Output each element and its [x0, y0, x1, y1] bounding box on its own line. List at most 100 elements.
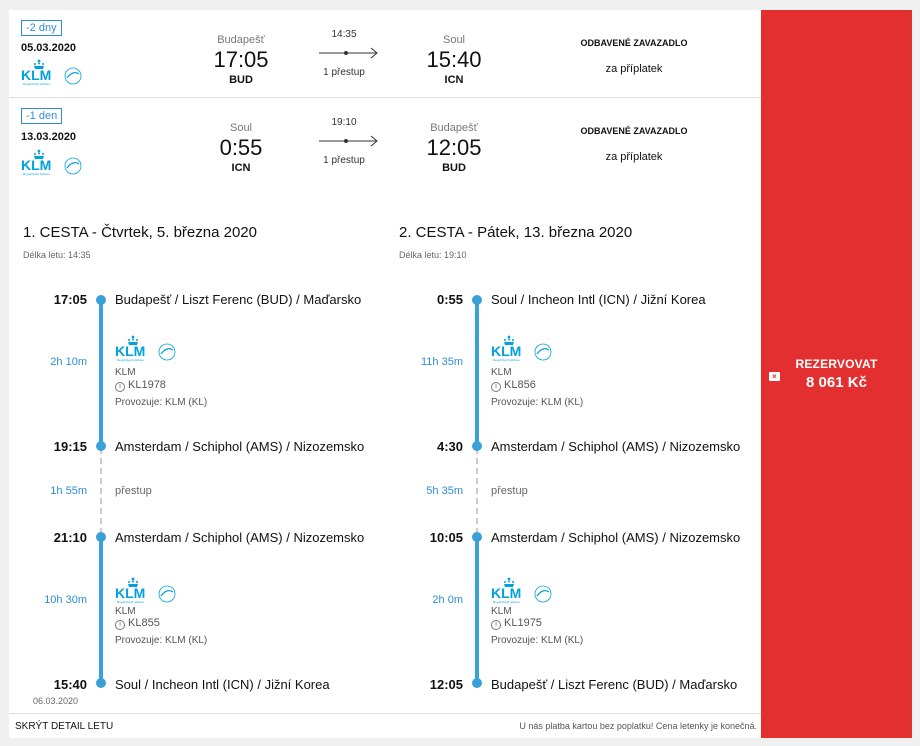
timeline-segment [99, 536, 103, 684]
stop-time: 21:10 [53, 530, 87, 545]
flight-number[interactable]: i KL1978 [115, 379, 166, 392]
book-button[interactable]: × REZERVOVAT 8 061 Kč [761, 10, 912, 738]
arrival-time: 15:40 [426, 47, 482, 72]
stop-place: Amsterdam / Schiphol (AMS) / Nizozemsko [115, 530, 365, 545]
leg-title: 2. CESTA - Pátek, 13. března 2020 [399, 224, 633, 241]
timeline-dot [96, 678, 106, 688]
book-price: 8 061 Kč [806, 374, 867, 391]
baggage-title: ODBAVENÉ ZAVAZADLO [580, 38, 688, 48]
flight-card: -2 dny 05.03.2020 KLM Royal Dutch Airlin… [9, 10, 912, 738]
klm-wordmark: KLM [115, 343, 145, 359]
to-code: ICN [444, 74, 464, 86]
operated-by: Provozuje: KLM (KL) [115, 635, 208, 646]
stop-place: Amsterdam / Schiphol (AMS) / Nizozemsko [491, 530, 741, 545]
stop-time: 15:40 [53, 677, 87, 692]
stop-time: 0:55 [436, 292, 463, 307]
route-arrow-icon [319, 47, 378, 59]
timeline-segment [99, 300, 103, 446]
flight-number-text: KL856 [504, 379, 536, 391]
flight-number-text: KL855 [128, 617, 160, 629]
klm-wordmark: KLM [115, 585, 145, 601]
operated-by: Provozuje: KLM (KL) [491, 635, 584, 646]
payment-note: U nás platba kartou bez poplatku! Cena l… [519, 721, 757, 731]
leg-duration: Délka letu: 19:10 [399, 250, 467, 260]
timeline-segment [475, 300, 479, 446]
klm-tagline: Royal Dutch Airlines [117, 600, 144, 604]
hide-detail-link[interactable]: SKRÝT DETAIL LETU [15, 721, 114, 732]
baggage-title: ODBAVENÉ ZAVAZADLO [580, 126, 688, 136]
timeline-dot [96, 441, 106, 451]
klm-tagline: Royal Dutch Airlines [23, 82, 50, 86]
transfer-label: přestup [491, 485, 528, 497]
stop-time: 4:30 [436, 439, 463, 454]
airline-name: KLM [491, 606, 512, 617]
transfer-label: přestup [115, 485, 152, 497]
timeline-transfer [100, 448, 102, 534]
transfer-duration: 5h 35m [426, 485, 463, 497]
to-city: Soul [442, 34, 466, 46]
day-tag: -1 den [21, 108, 63, 124]
to-city: Budapešť [430, 122, 478, 134]
arrival-date: 06.03.2020 [33, 696, 79, 706]
stop-place: Amsterdam / Schiphol (AMS) / Nizozemsko [115, 439, 365, 454]
segment-duration: 11h 35m [421, 356, 463, 368]
leg-detail-return: 2. CESTA - Pátek, 13. března 2020 Délka … [397, 222, 767, 702]
klm-wordmark: KLM [491, 343, 521, 359]
departure-time: 17:05 [213, 47, 269, 72]
klm-logo: KLM Royal Dutch Airlines [21, 59, 82, 86]
segment-duration: 2h 10m [50, 356, 87, 368]
klm-logo: KLM Royal Dutch Airlines [491, 577, 552, 604]
timeline-dot [472, 295, 482, 305]
card-footer: SKRÝT DETAIL LETU U nás platba kartou be… [9, 713, 761, 738]
summary-row-return: -1 den 13.03.2020 KLM Royal Dutch Airlin… [9, 98, 761, 186]
segment-duration: 2h 0m [432, 594, 463, 606]
route-arrow-icon [319, 135, 378, 147]
stop-place: Budapešť / Liszt Ferenc (BUD) / Maďarsko [115, 292, 362, 307]
timeline-dot [96, 295, 106, 305]
timeline-dot [472, 678, 482, 688]
flight-duration: 14:35 [331, 29, 357, 40]
departure-time: 0:55 [219, 135, 263, 160]
klm-tagline: Royal Dutch Airlines [23, 172, 50, 176]
close-icon: × [769, 372, 780, 381]
book-label: REZERVOVAT [795, 357, 878, 371]
airline-name: KLM [491, 367, 512, 378]
flight-number[interactable]: i KL855 [115, 617, 160, 630]
flight-duration: 19:10 [331, 117, 357, 128]
stops-count: 1 přestup [323, 67, 365, 78]
timeline-dot [472, 532, 482, 542]
arrival-time: 12:05 [426, 135, 482, 160]
day-tag: -2 dny [21, 20, 62, 36]
klm-logo: KLM Royal Dutch Airlines [21, 149, 82, 176]
baggage-note: za příplatek [605, 151, 663, 163]
stop-time: 17:05 [53, 292, 87, 307]
timeline-dot [472, 441, 482, 451]
stop-place: Budapešť / Liszt Ferenc (BUD) / Maďarsko [491, 677, 738, 692]
operated-by: Provozuje: KLM (KL) [115, 397, 208, 408]
klm-tagline: Royal Dutch Airlines [493, 600, 520, 604]
airline-name: KLM [115, 606, 136, 617]
klm-wordmark: KLM [21, 67, 51, 83]
from-city: Budapešť [217, 34, 265, 46]
klm-wordmark: KLM [491, 585, 521, 601]
flight-number[interactable]: i KL856 [491, 379, 536, 392]
baggage-note: za příplatek [605, 63, 663, 75]
from-code: ICN [231, 162, 251, 174]
from-code: BUD [229, 74, 253, 86]
airline-name: KLM [115, 367, 136, 378]
flight-number[interactable]: i KL1975 [491, 617, 542, 630]
klm-wordmark: KLM [21, 157, 51, 173]
summary-row-outbound: -2 dny 05.03.2020 KLM Royal Dutch Airlin… [9, 10, 761, 98]
stop-place: Soul / Incheon Intl (ICN) / Jižní Korea [115, 677, 330, 692]
stop-time: 10:05 [429, 530, 463, 545]
summary-date: 05.03.2020 [21, 42, 77, 54]
transfer-duration: 1h 55m [50, 485, 87, 497]
operated-by: Provozuje: KLM (KL) [491, 397, 584, 408]
stop-time: 19:15 [53, 439, 87, 454]
timeline-transfer [476, 448, 478, 534]
info-icon: i [115, 620, 125, 630]
flight-details: -2 dny 05.03.2020 KLM Royal Dutch Airlin… [9, 10, 761, 738]
klm-logo: KLM Royal Dutch Airlines [115, 577, 176, 604]
info-icon: i [491, 620, 501, 630]
flight-number-text: KL1975 [504, 617, 542, 629]
